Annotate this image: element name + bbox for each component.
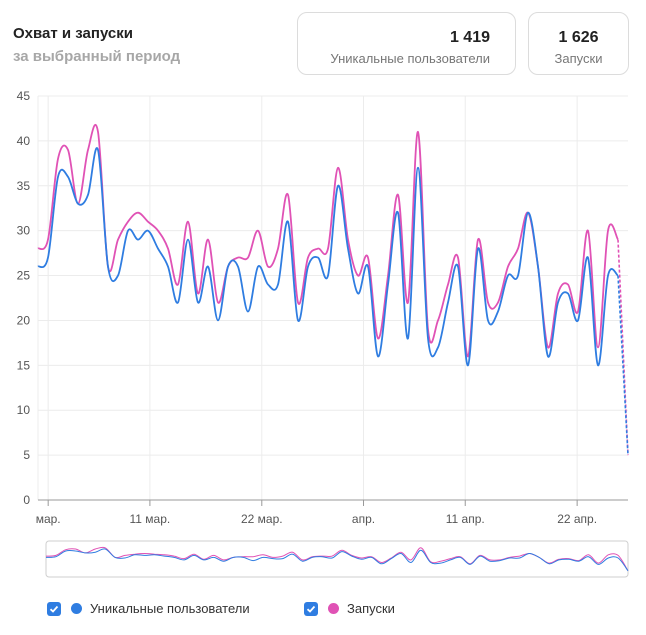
x-tick-label: 22 мар. [241,512,283,526]
x-tick-label: апр. [352,512,375,526]
y-tick-label: 40 [17,134,31,148]
legend-label-launches: Запуски [347,601,395,616]
users-series-line [37,147,619,367]
launches-incomplete-segment [617,239,629,456]
y-tick-label: 35 [17,179,31,193]
navigator-users-line [45,548,629,572]
y-tick-label: 45 [17,89,31,103]
launches-series-line [37,123,619,358]
x-tick-label: 11 мар. [130,512,171,526]
legend-item-launches[interactable]: Запуски [304,601,395,616]
users-color-dot [71,603,82,614]
grid [37,95,628,501]
launches-color-dot [328,603,339,614]
range-navigator[interactable] [45,540,629,578]
x-tick-label: 22 апр. [557,512,597,526]
y-tick-label: 0 [23,493,30,507]
launches-label: Запуски [554,51,603,66]
y-tick-label: 30 [17,224,31,238]
y-tick-label: 20 [17,313,31,327]
users-count: 1 419 [449,29,490,46]
checkbox-users[interactable] [47,601,61,616]
launches-count: 1 626 [558,29,599,46]
chart-title: Охват и запуски [13,25,133,42]
series-lines [37,123,629,456]
line-chart: 0 5 10 15 20 25 30 35 40 45 мар. 11 мар. 22 мар. апр… [17,89,629,578]
y-axis: 0 5 10 15 20 25 30 35 40 45 [17,89,31,507]
x-tick-label: 11 апр. [446,512,485,526]
users-summary-card[interactable]: 1 419 Уникальные пользователи [297,12,516,75]
x-axis: мар. 11 мар. 22 мар. апр. 11 апр. 22 апр. [36,499,628,526]
navigator-frame [45,540,629,578]
checkbox-launches[interactable] [304,601,318,616]
y-tick-label: 25 [17,269,31,283]
launches-summary-card[interactable]: 1 626 Запуски [528,12,629,75]
y-tick-label: 15 [17,358,31,372]
legend-label-users: Уникальные пользователи [90,601,250,616]
chart-subtitle: за выбранный период [13,48,181,65]
y-tick-label: 10 [17,403,31,417]
y-tick-label: 5 [23,448,30,462]
x-tick-label: мар. [36,512,61,526]
users-label: Уникальные пользователи [330,51,490,66]
legend-item-users[interactable]: Уникальные пользователи [47,601,250,616]
